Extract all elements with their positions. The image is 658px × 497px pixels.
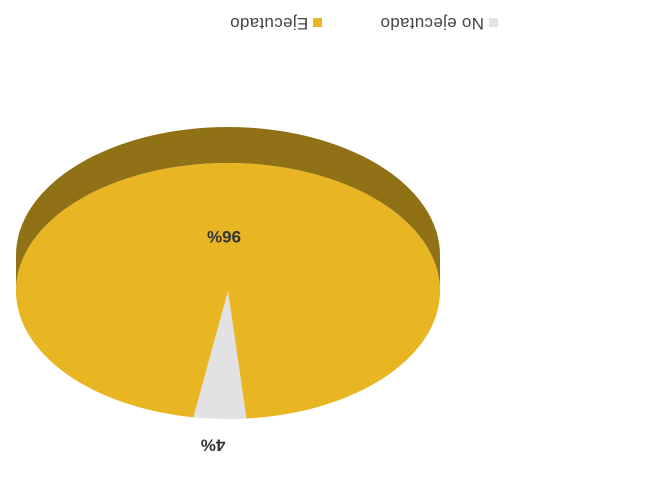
legend-label-ejecutado: Ejecutado — [229, 14, 309, 33]
legend-label-no-ejecutado: No ejecutado — [380, 14, 484, 33]
pie-data-label-ejecutado: 96% — [207, 227, 241, 246]
pie-slice-no-ejecutado — [193, 291, 247, 419]
pie-side-wall — [16, 127, 440, 291]
chart-legend: No ejecutado Ejecutado — [230, 13, 498, 33]
legend-item-ejecutado: Ejecutado — [229, 13, 323, 33]
legend-item-no-ejecutado: No ejecutado — [380, 13, 498, 33]
pie-labels-group: 4% 96% — [201, 227, 241, 455]
pie-data-label-no-ejecutado: 4% — [201, 436, 226, 455]
pie-depth-group — [16, 127, 440, 291]
pie-slices-group — [16, 162, 441, 419]
legend-swatch-ejecutado — [313, 18, 323, 28]
legend-swatch-no-ejecutado — [489, 18, 498, 28]
pie-slice-ejecutado — [16, 162, 441, 419]
